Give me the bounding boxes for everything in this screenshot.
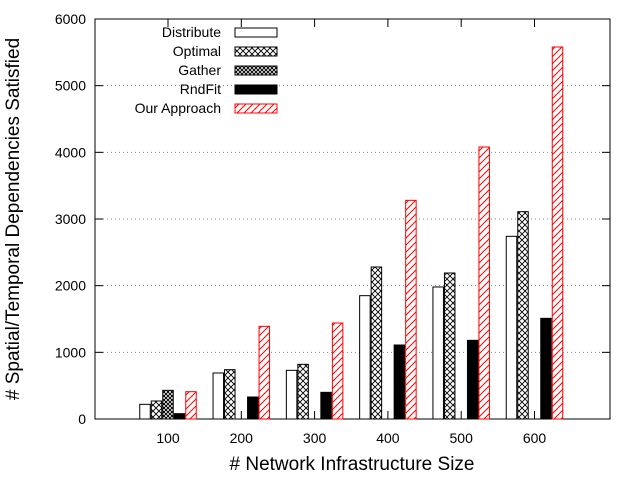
y-axis-title: # Spatial/Temporal Dependencies Satisfie…: [3, 38, 24, 400]
x-axis: 100 200 300 400 500 600: [156, 19, 546, 446]
legend-label: Optimal: [173, 43, 221, 59]
bar-distribute-400: [359, 295, 371, 420]
bar-optimal-400: [370, 266, 383, 420]
bar-our-approach-100: [185, 391, 197, 420]
bar-rndfit-200: [247, 396, 259, 420]
bar-distribute-200: [212, 372, 225, 420]
bar-gather-100: [162, 389, 174, 420]
legend: Distribute Optimal Gather RndFit Our Approac…: [135, 24, 278, 116]
x-tick-label: 300: [303, 430, 327, 446]
bar-optimal-500: [443, 272, 456, 420]
y-tick-label: 0: [78, 411, 86, 427]
x-axis-title: # Network Infrastructure Size: [230, 454, 475, 475]
y-tick-label: 4000: [55, 144, 86, 160]
bar-our-approach-500: [478, 146, 490, 420]
legend-swatch: [234, 103, 278, 114]
x-tick-label: 100: [156, 430, 180, 446]
plot-frame: [94, 18, 611, 420]
legend-swatch: [234, 65, 278, 76]
y-tick-label: 3000: [55, 211, 86, 227]
y-tick-label: 1000: [55, 344, 86, 360]
bar-distribute-600: [505, 235, 518, 420]
bar-optimal-200: [224, 369, 236, 420]
y-tick-label: 2000: [55, 278, 86, 294]
bar-our-approach-600: [551, 46, 564, 420]
y-axis: 0 1000 2000 3000 4000 5000 6000: [55, 11, 610, 427]
bar-rndfit-600: [540, 317, 552, 420]
legend-label: RndFit: [180, 81, 221, 97]
bar-optimal-300: [297, 363, 309, 420]
legend-label: Distribute: [162, 24, 221, 40]
x-tick-label: 400: [376, 430, 400, 446]
x-tick-label: 600: [523, 430, 547, 446]
x-tick-label: 500: [450, 430, 474, 446]
y-tick-label: 5000: [55, 78, 86, 94]
bar-distribute-500: [432, 286, 444, 420]
x-tick-label: 200: [230, 430, 254, 446]
legend-swatch: [234, 84, 278, 95]
bar-optimal-100: [150, 400, 163, 420]
legend-label: Gather: [178, 62, 221, 78]
bar-rndfit-100: [173, 413, 186, 420]
y-tick-label: 6000: [55, 11, 86, 27]
bar-distribute-100: [139, 403, 151, 420]
bar-our-approach-400: [405, 199, 417, 420]
bar-distribute-300: [285, 369, 298, 420]
legend-label: Our Approach: [135, 100, 221, 116]
bar-rndfit-400: [393, 344, 406, 420]
gridlines: [95, 85, 610, 353]
bars: [139, 46, 564, 420]
bar-rndfit-500: [466, 339, 479, 420]
bar-rndfit-300: [320, 391, 332, 420]
legend-swatch: [234, 27, 278, 38]
bar-our-approach-300: [331, 322, 344, 420]
bar-optimal-600: [517, 211, 529, 420]
legend-swatch: [234, 46, 278, 57]
bar-our-approach-200: [258, 325, 271, 420]
